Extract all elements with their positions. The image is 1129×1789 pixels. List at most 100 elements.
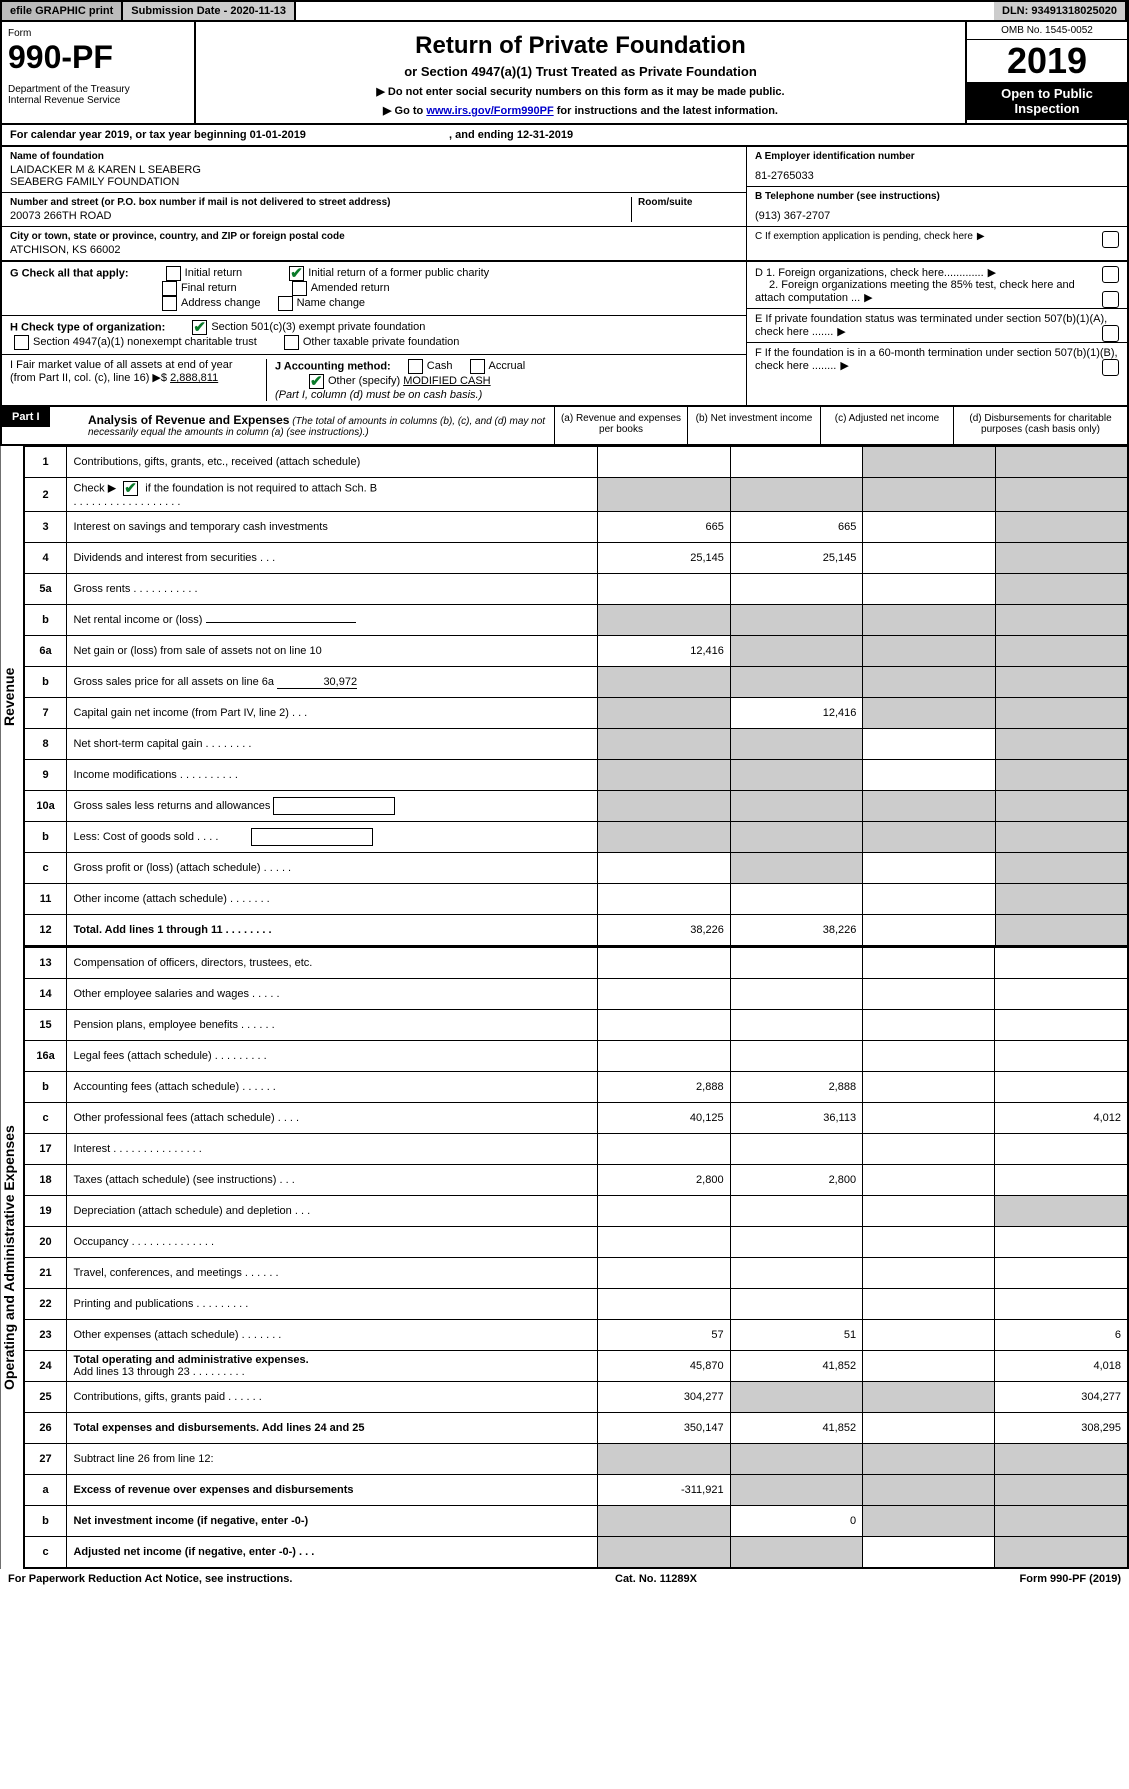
d2-label: 2. Foreign organizations meeting the 85%… (755, 279, 1075, 304)
h-label: H Check type of organization: (10, 321, 165, 333)
row-num: 24 (24, 1351, 67, 1382)
row-num: c (24, 1103, 67, 1134)
other-method-label: Other (specify) (328, 375, 400, 387)
cal-begin: 01-01-2019 (250, 129, 306, 141)
revenue-section: Revenue 1Contributions, gifts, grants, e… (0, 446, 1129, 947)
expenses-table: 13Compensation of officers, directors, t… (23, 947, 1129, 1569)
inline-value: 30,972 (277, 676, 357, 689)
row-num: 11 (24, 884, 67, 915)
name-change-checkbox[interactable] (278, 296, 293, 311)
submission-date-label: Submission Date - (131, 5, 230, 17)
final-return-checkbox[interactable] (162, 281, 177, 296)
revenue-vertical-label: Revenue (0, 446, 23, 947)
form-header: Form 990-PF Department of the Treasury I… (0, 22, 1129, 125)
section-4947-checkbox[interactable] (14, 335, 29, 350)
d1-checkbox[interactable] (1102, 266, 1119, 283)
submission-date-value: 2020-11-13 (230, 5, 286, 17)
former-charity-checkbox[interactable] (289, 266, 304, 281)
ein-value: 81-2765033 (755, 170, 1119, 182)
row-desc: Accounting fees (attach schedule) . . . … (67, 1072, 598, 1103)
arrow-icon: ▶ (837, 325, 845, 338)
col-b-header: (b) Net investment income (688, 407, 821, 444)
amount-a: 38,226 (598, 915, 731, 947)
expenses-section: Operating and Administrative Expenses 13… (0, 947, 1129, 1569)
row-desc: Check ▶ (73, 482, 116, 494)
pra-notice: For Paperwork Reduction Act Notice, see … (8, 1573, 292, 1585)
f-checkbox[interactable] (1102, 359, 1119, 376)
row-desc: Contributions, gifts, grants paid . . . … (67, 1382, 598, 1413)
row-num: 25 (24, 1382, 67, 1413)
e-label: E If private foundation status was termi… (755, 313, 1107, 338)
part1-label: Part I (2, 407, 50, 427)
amount-a: 665 (598, 512, 731, 543)
part1-title: Analysis of Revenue and Expenses (88, 413, 289, 427)
row-num: 15 (24, 1010, 67, 1041)
address-change-checkbox[interactable] (162, 296, 177, 311)
row-desc: Gross profit or (loss) (attach schedule)… (67, 853, 598, 884)
other-method-value: MODIFIED CASH (403, 375, 490, 387)
row-desc: Total expenses and disbursements. Add li… (73, 1422, 364, 1434)
former-charity-label: Initial return of a former public charit… (308, 267, 489, 279)
row-num: 19 (24, 1196, 67, 1227)
row-desc: Depreciation (attach schedule) and deple… (67, 1196, 598, 1227)
instructions-link[interactable]: www.irs.gov/Form990PF (426, 105, 553, 117)
amount-b: 665 (730, 512, 863, 543)
row-num: 9 (24, 760, 67, 791)
initial-return-checkbox[interactable] (166, 266, 181, 281)
cal-label-c: , and ending (449, 129, 517, 141)
row-num: 13 (24, 948, 67, 979)
row-desc: Gross sales less returns and allowances (73, 800, 270, 812)
amount-a: 40,125 (598, 1103, 731, 1134)
accrual-checkbox[interactable] (470, 359, 485, 374)
row-num: 22 (24, 1289, 67, 1320)
g-label: G Check all that apply: (10, 267, 129, 279)
cash-checkbox[interactable] (408, 359, 423, 374)
row-desc: Other income (attach schedule) . . . . .… (67, 884, 598, 915)
row-desc: Other professional fees (attach schedule… (67, 1103, 598, 1134)
phone-value: (913) 367-2707 (755, 210, 1119, 222)
row-desc: Net rental income or (loss) (73, 614, 202, 626)
row-desc: Printing and publications . . . . . . . … (67, 1289, 598, 1320)
tax-year: 2019 (967, 40, 1127, 82)
h-row: H Check type of organization: Section 50… (2, 316, 746, 355)
d2-checkbox[interactable] (1102, 291, 1119, 308)
form-ref: Form 990-PF (2019) (1020, 1573, 1121, 1585)
amount-b: 12,416 (730, 698, 863, 729)
row-desc: Gross sales price for all assets on line… (73, 676, 274, 688)
topbar-spacer (296, 2, 994, 20)
e-checkbox[interactable] (1102, 325, 1119, 342)
section-501c3-checkbox[interactable] (192, 320, 207, 335)
row-num: b (24, 667, 67, 698)
sch-b-checkbox[interactable] (123, 481, 138, 496)
amount-b: 41,852 (730, 1351, 863, 1382)
amount-a: 12,416 (598, 636, 731, 667)
public-inspection-badge: Open to Public Inspection (967, 82, 1127, 120)
row-num: 18 (24, 1165, 67, 1196)
arrow-icon: ▶ (988, 266, 996, 279)
amount-a: -311,921 (598, 1475, 731, 1506)
identity-box: Name of foundationLAIDACKER M & KAREN L … (0, 147, 1129, 262)
row-num: 17 (24, 1134, 67, 1165)
other-method-checkbox[interactable] (309, 374, 324, 389)
amount-d: 6 (995, 1320, 1128, 1351)
row-desc: Other employee salaries and wages . . . … (67, 979, 598, 1010)
room-suite-label: Room/suite (631, 197, 738, 222)
amount-a: 57 (598, 1320, 731, 1351)
ij-row: I Fair market value of all assets at end… (2, 355, 746, 405)
row-desc: Total. Add lines 1 through 11 . . . . . … (73, 924, 271, 936)
row-desc: Net short-term capital gain . . . . . . … (67, 729, 598, 760)
j-label: J Accounting method: (275, 360, 391, 372)
row-num: b (24, 1072, 67, 1103)
row-num: 21 (24, 1258, 67, 1289)
arrow-icon: ▶ (864, 291, 872, 304)
amended-return-checkbox[interactable] (292, 281, 307, 296)
row-desc: Legal fees (attach schedule) . . . . . .… (67, 1041, 598, 1072)
exemption-pending-checkbox[interactable] (1102, 231, 1119, 248)
exemption-pending-label: C If exemption application is pending, c… (755, 231, 973, 242)
row-desc: Pension plans, employee benefits . . . .… (67, 1010, 598, 1041)
form-title: Return of Private Foundation (202, 32, 959, 60)
row-desc: Other expenses (attach schedule) . . . .… (67, 1320, 598, 1351)
other-taxable-checkbox[interactable] (284, 335, 299, 350)
cal-label-a: For calendar year 2019, or tax year begi… (10, 129, 250, 141)
efile-print-label[interactable]: efile GRAPHIC print (2, 2, 123, 20)
